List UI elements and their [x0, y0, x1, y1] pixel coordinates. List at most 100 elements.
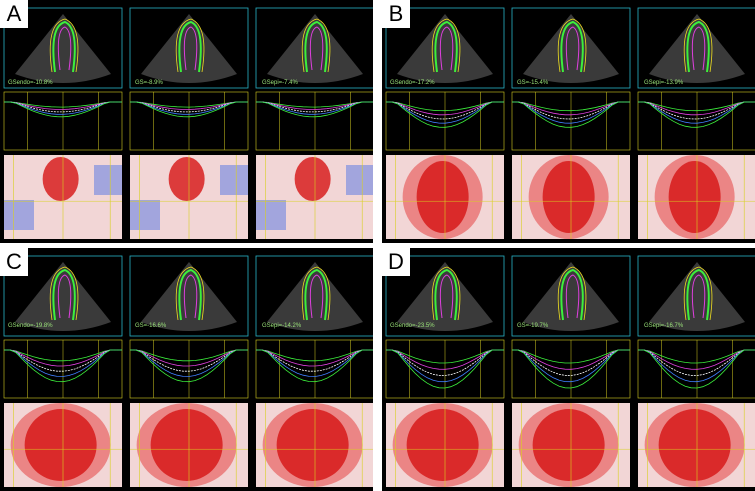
myocardium-contour	[304, 268, 328, 321]
echo-view	[637, 255, 755, 337]
strain-curve	[638, 349, 755, 370]
myocardium-contour	[560, 20, 584, 73]
strain-plot	[637, 91, 755, 151]
myocardium-contour	[52, 268, 76, 321]
echo-sector	[523, 14, 619, 83]
strain-curve	[130, 101, 248, 118]
panel-label: B	[382, 0, 410, 28]
strain-curve	[256, 349, 373, 367]
strain-map	[638, 155, 755, 239]
echo-sector	[649, 262, 745, 331]
map-red-region	[276, 409, 349, 481]
strain-curve	[638, 349, 755, 364]
strain-curve	[386, 101, 504, 112]
strain-map	[512, 403, 630, 487]
plot-frame	[637, 91, 755, 151]
gs-value: GS=-19.7%	[517, 323, 549, 329]
echo-frame	[129, 255, 249, 337]
map-red-region	[150, 409, 223, 481]
strain-curve	[256, 349, 373, 377]
strain-curve	[386, 349, 504, 376]
epicardium-contour	[683, 266, 713, 321]
strain-curve	[512, 349, 630, 389]
strain-curve	[130, 101, 248, 108]
strain-curve	[512, 101, 630, 124]
strain-curve	[512, 349, 630, 364]
strain-curve	[256, 349, 373, 383]
gs-endo-value: GSendo=-17.2%	[390, 80, 435, 86]
strain-curve	[4, 101, 122, 108]
echo-sector	[397, 14, 493, 83]
strain-curve	[512, 349, 630, 376]
strain-curve	[638, 349, 755, 389]
strain-map	[512, 155, 630, 239]
gs-epi-value: GSepi=-16.7%	[644, 323, 684, 329]
epicardium-contour	[301, 18, 331, 73]
strain-curve	[256, 101, 373, 118]
strain-curve	[638, 101, 755, 112]
strain-map	[638, 403, 755, 487]
strain-curve	[4, 349, 122, 362]
endocardium-contour	[691, 274, 706, 319]
map-red-region	[406, 409, 479, 481]
echo-view	[637, 7, 755, 89]
echo-sector	[649, 14, 745, 83]
echo-view	[3, 7, 123, 89]
strain-curve	[256, 101, 373, 110]
strain-curve	[4, 101, 122, 113]
map-blue-region	[4, 200, 34, 230]
panel-label: C	[0, 248, 28, 276]
strain-map	[386, 403, 504, 487]
strain-plot	[255, 91, 373, 151]
map-blue-region	[94, 165, 122, 195]
gs-epi-value: GSepi=-14.2%	[262, 323, 302, 329]
strain-map	[130, 403, 248, 487]
strain-plot	[637, 339, 755, 399]
echo-view	[511, 7, 631, 89]
strain-curve	[256, 349, 373, 372]
endocardium-contour	[183, 274, 198, 319]
echo-view	[3, 255, 123, 337]
map-red-region	[294, 157, 331, 201]
echo-frame	[511, 7, 631, 89]
gs-endo-value: GSendo=-19.8%	[8, 323, 53, 329]
strain-curve	[512, 101, 630, 116]
strain-map	[386, 155, 504, 239]
strain-plot	[129, 91, 249, 151]
echo-sector	[141, 14, 237, 83]
strain-plot	[385, 91, 505, 151]
epicardium-contour	[301, 266, 331, 321]
strain-curve	[638, 101, 755, 116]
gs-endo-value: GSendo=-23.5%	[390, 323, 435, 329]
strain-curve	[512, 349, 630, 370]
echo-frame	[3, 255, 123, 337]
endocardium-contour	[309, 26, 324, 71]
gs-epi-value: GSepi=-7.4%	[262, 80, 298, 86]
echo-frame	[255, 255, 373, 337]
strain-curve	[638, 349, 755, 376]
epicardium-contour	[431, 18, 461, 73]
map-blue-region	[220, 165, 248, 195]
echo-frame	[637, 7, 755, 89]
gs-value: GS=-16.6%	[135, 323, 167, 329]
panel-label: A	[0, 0, 28, 28]
plot-frame	[255, 91, 373, 151]
map-blue-region	[130, 200, 160, 230]
map-blue-region	[256, 200, 286, 230]
plot-frame	[255, 339, 373, 399]
endocardium-contour	[439, 274, 454, 319]
panel-b: B GSendo=-17.2% GS=-15.4% GSepi=-13.9%	[382, 0, 755, 243]
gs-value: GS=-15.4%	[517, 80, 549, 86]
strain-curve	[386, 101, 504, 128]
panel-graphics	[3, 255, 373, 487]
strain-curve	[130, 349, 248, 362]
myocardium-contour	[52, 20, 76, 73]
endocardium-contour	[57, 26, 72, 71]
strain-plot	[511, 91, 631, 151]
map-red-region	[668, 161, 721, 233]
strain-curve	[386, 101, 504, 116]
strain-plot	[255, 339, 373, 399]
strain-map	[4, 155, 122, 239]
strain-curve	[256, 101, 373, 108]
panel-label: D	[382, 248, 410, 276]
